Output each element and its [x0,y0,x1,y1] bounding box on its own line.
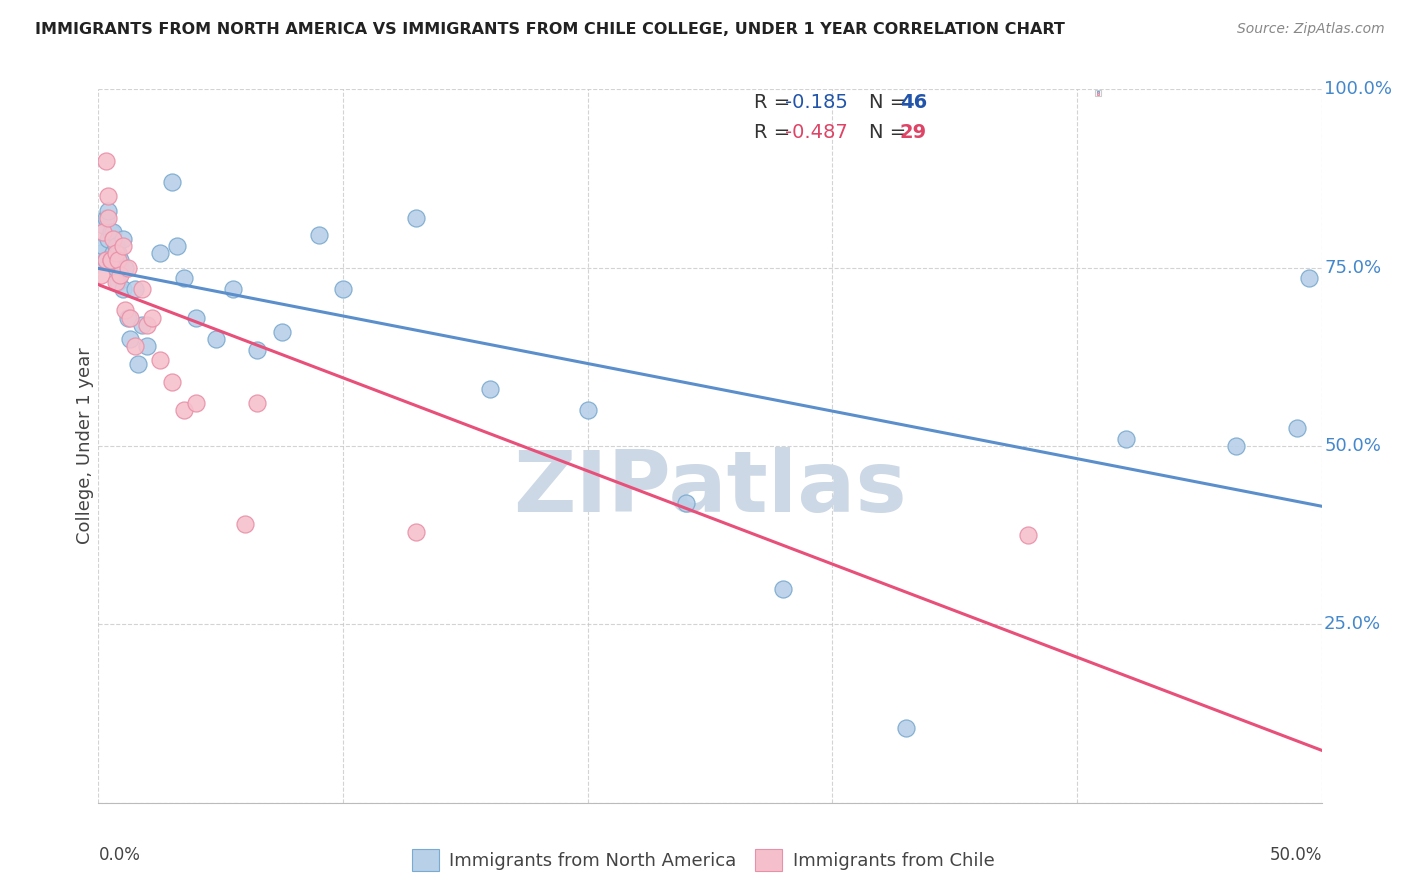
Point [100,225,122,239]
Point [233,517,256,532]
Point [94,211,117,225]
Point [1017,528,1039,542]
Point [124,339,146,353]
Text: -0.487: -0.487 [785,123,848,143]
Text: 100.0%: 100.0% [1324,80,1392,98]
Point [94,153,117,168]
Point [104,239,127,253]
Point [894,721,917,735]
Point [1115,432,1137,446]
Point [222,282,245,296]
Point [405,524,427,539]
Point [131,318,153,332]
Point [136,339,159,353]
Point [124,282,146,296]
Point [160,375,183,389]
Point [149,353,172,368]
Point [117,310,139,325]
Text: 29: 29 [900,123,927,143]
Point [97,232,120,246]
Text: N =: N = [869,123,912,143]
Point [120,332,142,346]
Point [576,403,599,417]
Text: 50.0%: 50.0% [1270,846,1322,863]
Point [1298,271,1320,285]
Point [186,310,208,325]
Text: 25.0%: 25.0% [1324,615,1381,633]
Point [246,396,269,410]
Point [478,382,501,396]
Point [100,253,122,268]
Point [100,253,122,268]
Point [1225,439,1247,453]
Point [149,246,172,260]
Point [160,175,183,189]
Point [270,325,294,339]
Text: 0.0%: 0.0% [98,846,141,863]
Point [104,275,127,289]
Text: Source: ZipAtlas.com: Source: ZipAtlas.com [1237,22,1385,37]
Point [114,303,136,318]
Point [90,246,112,260]
Point [186,396,208,410]
Point [111,282,134,296]
Point [110,253,132,268]
Point [127,357,149,371]
Text: -0.185: -0.185 [785,93,848,112]
Point [107,253,129,268]
Point [405,211,427,225]
Point [205,332,228,346]
Point [675,496,697,510]
Point [308,228,330,243]
Legend: , : , [1095,90,1101,96]
Point [1286,421,1309,435]
Point [101,225,124,239]
Point [104,260,127,275]
Text: 46: 46 [900,93,927,112]
Legend: Immigrants from North America, Immigrants from Chile: Immigrants from North America, Immigrant… [405,842,1001,879]
Text: 50.0%: 50.0% [1324,437,1381,455]
Point [114,260,136,275]
Point [173,403,195,417]
Text: 75.0%: 75.0% [1324,259,1381,277]
Text: IMMIGRANTS FROM NORTH AMERICA VS IMMIGRANTS FROM CHILE COLLEGE, UNDER 1 YEAR COR: IMMIGRANTS FROM NORTH AMERICA VS IMMIGRA… [35,22,1064,37]
Point [131,282,153,296]
Point [97,189,120,203]
Point [97,211,120,225]
Point [111,232,134,246]
Point [100,253,122,268]
Point [104,246,127,260]
Point [91,239,114,253]
Point [772,582,794,596]
Point [117,260,139,275]
Point [173,271,195,285]
Point [166,239,188,253]
Point [246,343,269,357]
Text: R =: R = [754,123,796,143]
Point [91,218,114,232]
Point [141,310,163,325]
Point [101,232,124,246]
Y-axis label: College, Under 1 year: College, Under 1 year [76,348,94,544]
Point [111,239,134,253]
Text: N =: N = [869,93,912,112]
Point [136,318,159,332]
Point [332,282,354,296]
Point [107,246,129,260]
Point [90,268,112,282]
Point [120,310,142,325]
Point [110,268,132,282]
Point [101,246,124,260]
Text: ZIPatlas: ZIPatlas [513,447,907,531]
Point [97,203,120,218]
Point [94,253,117,268]
Point [91,225,114,239]
Text: R =: R = [754,93,796,112]
Point [107,275,129,289]
Point [94,253,117,268]
